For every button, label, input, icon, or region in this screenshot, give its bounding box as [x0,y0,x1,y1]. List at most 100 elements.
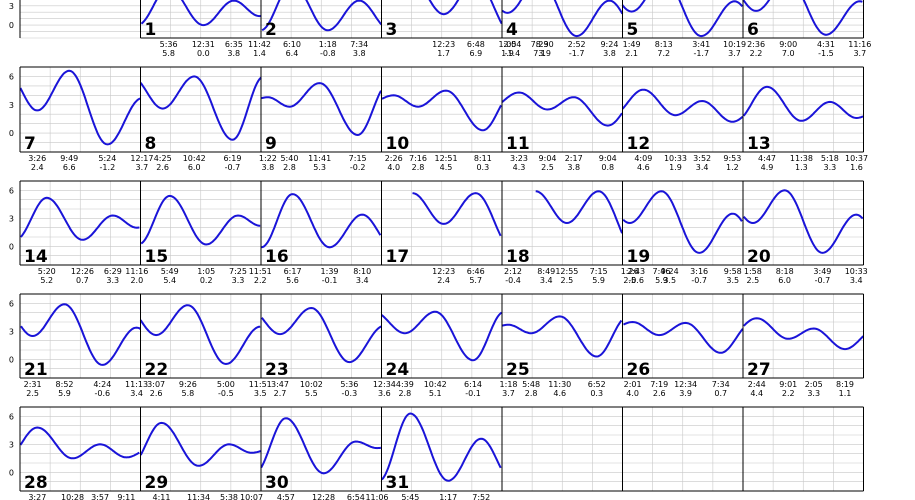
extremum-time: 7:19 [650,380,668,389]
extremum-height: 5.6 [286,276,299,285]
extremum-height: 3.3 [232,276,245,285]
extremum-time: 8:11 [474,154,492,163]
extremum-height: 5.3 [313,163,326,172]
day-number: 15 [145,247,169,267]
day-number: 25 [506,360,530,380]
extremum-time: 1:39 [321,267,339,276]
extremum-time: 10:42 [183,154,206,163]
extremum-height: 1.6 [850,163,863,172]
extremum-height: 6.4 [286,49,299,58]
day-number: 31 [386,473,410,493]
extremum-height: 5.7 [469,276,482,285]
day-number: 21 [24,360,48,380]
extremum-height: 0.7 [76,276,89,285]
extremum-height: 0.2 [200,276,213,285]
extremum-time: 3:49 [813,267,831,276]
extremum-time: 12:31 [192,40,215,49]
extremum-time: 4:11 [153,493,171,500]
extremum-time: 4:47 [758,154,776,163]
day-number: 10 [386,134,410,154]
tide-curve-day-29 [139,421,261,467]
extremum-time: 12:26 [71,267,94,276]
extremum-time: 2:52 [568,40,586,49]
extremum-height: 2.8 [283,163,296,172]
extremum-time: 7:52 [472,493,490,500]
tide-curve-day-11 [501,91,623,127]
extremum-height: 0.8 [601,163,614,172]
extremum-time: 3:52 [693,154,711,163]
day-number: 6 [747,20,759,40]
extremum-height: 5.9 [58,389,71,398]
day-number: 14 [24,247,48,267]
extremum-height: -0.7 [225,163,241,172]
extremum-height: 2.6 [150,389,163,398]
extremum-time: 5:49 [161,267,179,276]
extremum-time: 4:25 [154,154,172,163]
extremum-time: 11:41 [308,154,331,163]
curves-layer [19,0,864,482]
extremum-time: 4:09 [634,154,652,163]
extremum-time: 5:38 [220,493,238,500]
extremum-height: 2.5 [623,276,636,285]
extremum-time: 7:29 [531,40,549,49]
extremum-time: 9:11 [117,493,135,500]
extremum-height: 1.1 [839,389,852,398]
extremum-height: 3.8 [567,163,580,172]
extremum-time: 2:26 [385,154,403,163]
tide-curve-day-17 [412,192,502,237]
day-number: 9 [265,134,277,154]
day-number: 13 [747,134,771,154]
y-tick-label: 3 [9,327,14,336]
extremum-time: 6:19 [223,154,241,163]
extremum-time: 2:43 [627,267,645,276]
extremum-height: 7.0 [782,49,795,58]
extremum-height: 3.4 [850,276,863,285]
extremum-height: 4.3 [513,163,526,172]
extremum-time: 12:51 [434,154,457,163]
extremum-time: 8:13 [655,40,673,49]
extremum-time: 11:16 [848,40,871,49]
tide-curve-day-8 [139,75,262,141]
extremum-time: 5:36 [340,380,358,389]
extremum-time: 11:06 [365,493,388,500]
tide-curve-day-19 [622,190,743,254]
extremum-time: 1:18 [500,380,518,389]
extremum-height: 1.9 [501,49,514,58]
extremum-height: 3.4 [356,276,369,285]
extremum-height: -0.7 [691,276,707,285]
extremum-height: 3.3 [106,276,119,285]
extremum-height: 3.8 [603,49,616,58]
extremum-height: -0.5 [218,389,234,398]
day-number: 19 [627,247,651,267]
extremum-time: 12:23 [432,267,455,276]
extremum-time: 8:10 [353,267,371,276]
extremum-time: 5:24 [98,154,116,163]
tide-curve-day-3 [428,0,503,25]
extremum-height: 2.8 [412,163,425,172]
tide-curve-day-23 [261,306,382,364]
borders-layer [19,0,864,492]
extremum-time: 11:30 [548,380,571,389]
extremum-time: 3:47 [271,380,289,389]
extremum-time: 8:18 [776,267,794,276]
extremum-height: 4.6 [637,163,650,172]
extremum-time: 5:00 [217,380,235,389]
extremum-height: 2.2 [254,276,267,285]
extremum-height: 6.0 [188,163,201,172]
tide-curve-day-18 [535,190,624,234]
y-tick-label: 0 [9,21,14,30]
extremum-height: 7.1 [533,49,546,58]
extremum-height: 1.2 [726,163,739,172]
extremum-height: 3.7 [728,49,741,58]
extremum-height: 5.1 [429,389,442,398]
tide-curve-day-27 [743,317,864,351]
extremum-height: 2.5 [747,276,760,285]
extremum-time: 9:49 [60,154,78,163]
extremum-time: 11:34 [187,493,210,500]
extremum-height: 2.1 [625,49,638,58]
extremum-height: 3.8 [261,163,274,172]
extremum-height: 2.6 [156,163,169,172]
extremum-time: 11:16 [125,267,148,276]
extremum-time: 10:33 [845,267,868,276]
extremum-height: -1.5 [818,49,834,58]
